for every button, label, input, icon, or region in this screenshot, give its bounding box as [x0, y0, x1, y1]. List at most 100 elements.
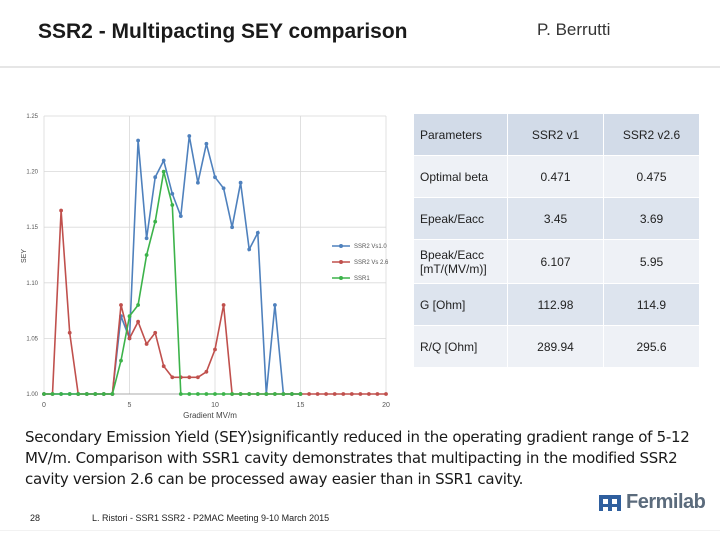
data-point — [255, 230, 260, 235]
data-point — [247, 392, 252, 396]
x-tick-label: 5 — [128, 402, 132, 409]
data-point — [161, 364, 166, 369]
data-point — [375, 392, 380, 396]
title-divider — [0, 66, 720, 68]
data-point — [213, 175, 217, 180]
data-point — [358, 392, 363, 396]
author-name: P. Berrutti — [537, 20, 611, 39]
data-point — [144, 342, 149, 346]
y-tick-label: 1.20 — [26, 170, 38, 176]
table-row: R/Q [Ohm] 289.94 295.6 — [413, 325, 700, 368]
table-cell: 295.6 — [603, 325, 700, 368]
data-point — [341, 392, 346, 396]
data-point — [127, 336, 132, 341]
data-point — [367, 392, 371, 396]
data-point — [59, 392, 63, 396]
data-point — [170, 203, 175, 207]
data-point — [349, 392, 354, 396]
data-point — [324, 392, 328, 396]
x-tick-label: 0 — [42, 402, 46, 409]
table-cell: G [Ohm] — [413, 283, 508, 326]
data-point — [161, 158, 166, 163]
fermilab-logo: Fermilab — [598, 491, 706, 514]
data-point — [76, 392, 81, 396]
fermilab-logo-icon — [598, 492, 622, 514]
data-point — [204, 369, 209, 374]
data-point — [153, 175, 158, 180]
logo-wordmark: Fermilab — [626, 491, 706, 513]
data-point — [67, 392, 72, 396]
legend-label: SSR1 — [354, 276, 370, 282]
data-point — [221, 303, 226, 307]
y-tick-label: 1.05 — [26, 336, 38, 342]
data-point — [298, 392, 303, 396]
table-row: Epeak/Eacc 3.45 3.69 — [413, 197, 700, 240]
slide-caption: Secondary Emission Yield (SEY)significan… — [25, 428, 690, 488]
data-point — [247, 247, 252, 252]
table-cell: 3.45 — [507, 197, 604, 240]
footer-text: L. Ristori - SSR1 SSR2 - P2MAC Meeting 9… — [92, 513, 330, 523]
data-point — [153, 219, 158, 224]
data-point — [127, 314, 132, 319]
data-point — [67, 330, 72, 335]
y-tick-label: 1.10 — [26, 281, 38, 287]
data-point — [84, 392, 89, 396]
table-row: Optimal beta 0.471 0.475 — [413, 155, 700, 198]
data-point — [204, 392, 209, 396]
table-header-cell: SSR2 v2.6 — [603, 113, 700, 156]
data-point — [50, 392, 55, 396]
x-tick-label: 15 — [297, 402, 305, 409]
data-point — [264, 392, 269, 396]
data-point — [59, 208, 63, 213]
data-point — [230, 225, 235, 230]
table-cell: 5.95 — [603, 239, 700, 284]
data-point — [93, 392, 98, 396]
table-cell: 6.107 — [507, 239, 604, 284]
table-cell: 0.471 — [507, 155, 604, 198]
data-point — [101, 392, 106, 396]
data-point — [238, 180, 243, 185]
data-point — [110, 392, 115, 396]
chart-series — [42, 134, 388, 396]
data-point — [136, 319, 141, 324]
slide-title: SSR2 - Multipacting SEY comparison — [38, 20, 408, 43]
data-point — [213, 347, 217, 352]
y-tick-label: 1.25 — [26, 114, 38, 120]
data-point — [144, 236, 149, 241]
data-point — [187, 392, 192, 396]
data-point — [161, 169, 166, 174]
x-tick-label: 20 — [382, 402, 390, 409]
sey-line-chart: 1.00 1.05 1.10 1.15 1.20 1.25 0 5 10 15 20 SEY Gr… — [21, 114, 390, 420]
data-point — [153, 330, 158, 335]
footer-divider — [0, 530, 720, 531]
data-point — [42, 392, 46, 396]
data-point — [307, 392, 311, 396]
data-point — [238, 392, 243, 396]
y-axis-label: SEY — [21, 249, 28, 263]
data-point — [196, 392, 200, 396]
data-point — [213, 392, 217, 396]
y-tick-labels: 1.00 1.05 1.10 1.15 1.20 1.25 — [26, 114, 38, 398]
table-cell: 289.94 — [507, 325, 604, 368]
page-number: 28 — [30, 513, 41, 523]
data-point — [255, 392, 260, 396]
data-point — [119, 358, 123, 363]
table-header-cell: Parameters — [413, 113, 508, 156]
data-point — [144, 253, 149, 257]
x-tick-label: 10 — [211, 402, 219, 409]
table-header-row: Parameters SSR2 v1 SSR2 v2.6 — [413, 113, 700, 156]
data-point — [384, 392, 388, 396]
legend-label: SSR2 Vs 2.6 — [354, 260, 389, 266]
data-point — [119, 303, 123, 307]
legend-label: SSR2 Vs1.0 — [354, 244, 387, 250]
data-point — [178, 214, 183, 218]
data-point — [178, 392, 183, 396]
table-cell: Optimal beta — [413, 155, 508, 198]
table-cell: 114.9 — [603, 283, 700, 326]
table-cell: R/Q [Ohm] — [413, 325, 508, 368]
data-point — [290, 392, 294, 396]
table-row: G [Ohm] 112.98 114.9 — [413, 283, 700, 326]
table-cell: 112.98 — [507, 283, 604, 326]
chart-legend: SSR2 Vs1.0 SSR2 Vs 2.6 SSR1 — [332, 244, 389, 282]
y-tick-label: 1.00 — [26, 392, 38, 398]
